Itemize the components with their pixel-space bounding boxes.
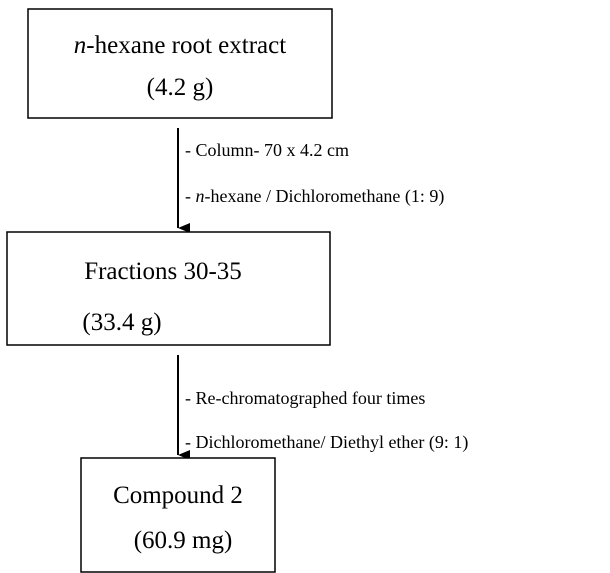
node-label: Fractions 30-35 [84,258,242,285]
node-label: n-hexane root extract [74,32,286,59]
edge-note: - n-hexane / Dichloromethane (1: 9) [185,186,444,207]
node-amount: (60.9 mg) [134,527,233,554]
node-label-italic: n [74,32,87,59]
node-label-rest: -hexane root extract [86,32,286,59]
edge-note: - Column- 70 x 4.2 cm [185,140,349,160]
node-amount: (4.2 g) [147,74,214,101]
edge-note: - Dichloromethane/ Diethyl ether (9: 1) [185,432,468,453]
node-label: Compound 2 [113,482,243,509]
edge-note-rest: -hexane / Dichloromethane (1: 9) [205,186,445,207]
node-amount: (33.4 g) [82,309,161,336]
edge-note: - Re-chromatographed four times [185,388,425,408]
node-box [6,231,331,346]
edge-note-prefix: - [185,186,196,206]
edge-note-italic: n [196,186,205,206]
node-box [80,457,276,573]
node-box [27,8,333,119]
